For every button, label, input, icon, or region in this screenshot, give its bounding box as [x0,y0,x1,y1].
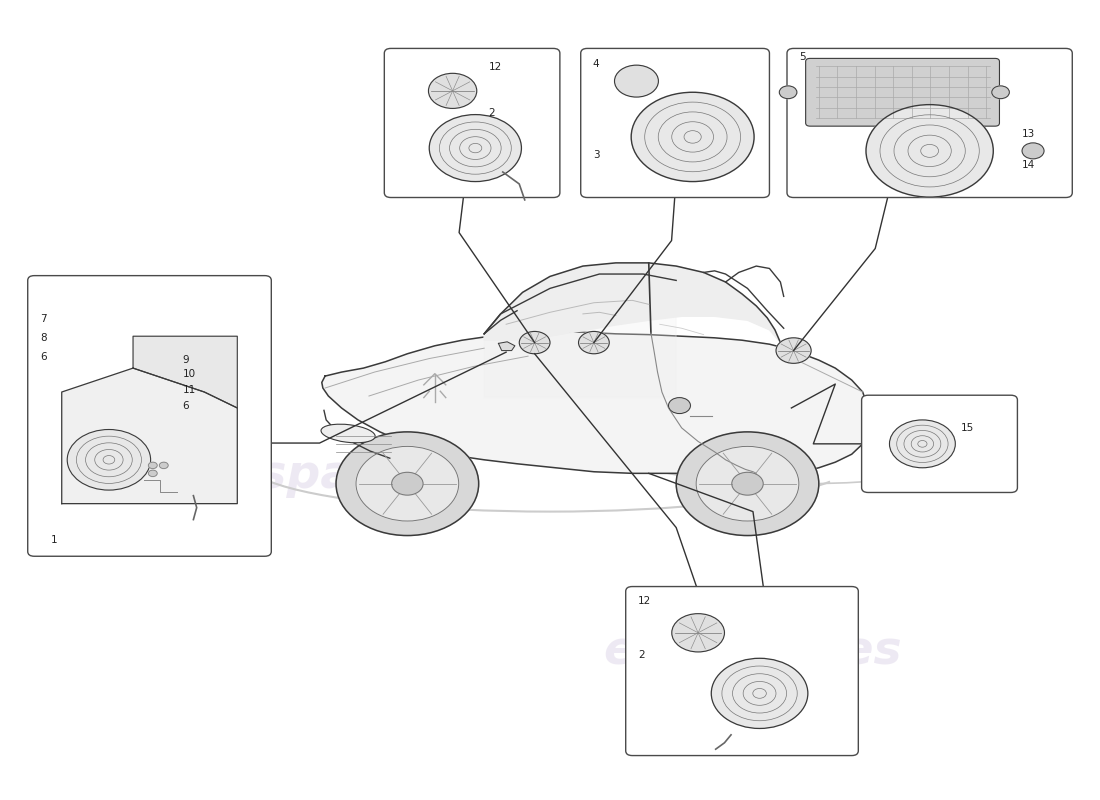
Circle shape [429,114,521,182]
Polygon shape [498,342,515,350]
Polygon shape [484,263,783,354]
Circle shape [429,74,476,109]
Text: eurospares: eurospares [604,629,902,674]
Circle shape [779,86,796,98]
Text: 10: 10 [183,370,196,379]
Text: 4: 4 [593,59,600,69]
Text: 15: 15 [961,422,975,433]
Circle shape [392,472,424,495]
Text: 9: 9 [183,355,189,365]
Circle shape [672,614,725,652]
Text: eurospares: eurospares [138,454,436,498]
Text: 14: 14 [1022,160,1035,170]
Polygon shape [484,274,676,398]
Text: 2: 2 [638,650,645,660]
FancyBboxPatch shape [581,49,769,198]
Circle shape [67,430,151,490]
Circle shape [336,432,478,535]
Circle shape [519,331,550,354]
Text: 7: 7 [40,314,46,324]
FancyBboxPatch shape [861,395,1018,493]
Text: 5: 5 [799,52,805,62]
Circle shape [615,65,659,97]
Text: 13: 13 [1022,129,1035,139]
Text: 11: 11 [183,386,196,395]
Text: 6: 6 [40,352,46,362]
Polygon shape [133,336,238,408]
FancyBboxPatch shape [28,276,272,556]
Circle shape [356,446,459,521]
Circle shape [631,92,755,182]
Text: 3: 3 [593,150,600,160]
Text: 8: 8 [40,333,46,343]
Circle shape [669,398,691,414]
FancyBboxPatch shape [384,49,560,198]
Circle shape [732,472,763,495]
FancyBboxPatch shape [626,586,858,755]
Text: 12: 12 [488,62,502,72]
Circle shape [148,470,157,477]
Circle shape [1022,143,1044,159]
Circle shape [676,432,818,535]
Circle shape [696,446,799,521]
Polygon shape [62,368,238,504]
Text: 1: 1 [51,534,57,545]
Circle shape [148,462,157,469]
Circle shape [776,338,811,363]
Circle shape [866,105,993,197]
Ellipse shape [321,424,375,442]
Circle shape [579,331,609,354]
Circle shape [992,86,1010,98]
Text: 6: 6 [183,402,189,411]
Text: 2: 2 [488,108,495,118]
Circle shape [890,420,955,468]
FancyBboxPatch shape [786,49,1072,198]
Circle shape [712,658,807,729]
Circle shape [160,462,168,469]
Text: 12: 12 [638,596,651,606]
Polygon shape [322,332,868,474]
FancyBboxPatch shape [805,58,1000,126]
